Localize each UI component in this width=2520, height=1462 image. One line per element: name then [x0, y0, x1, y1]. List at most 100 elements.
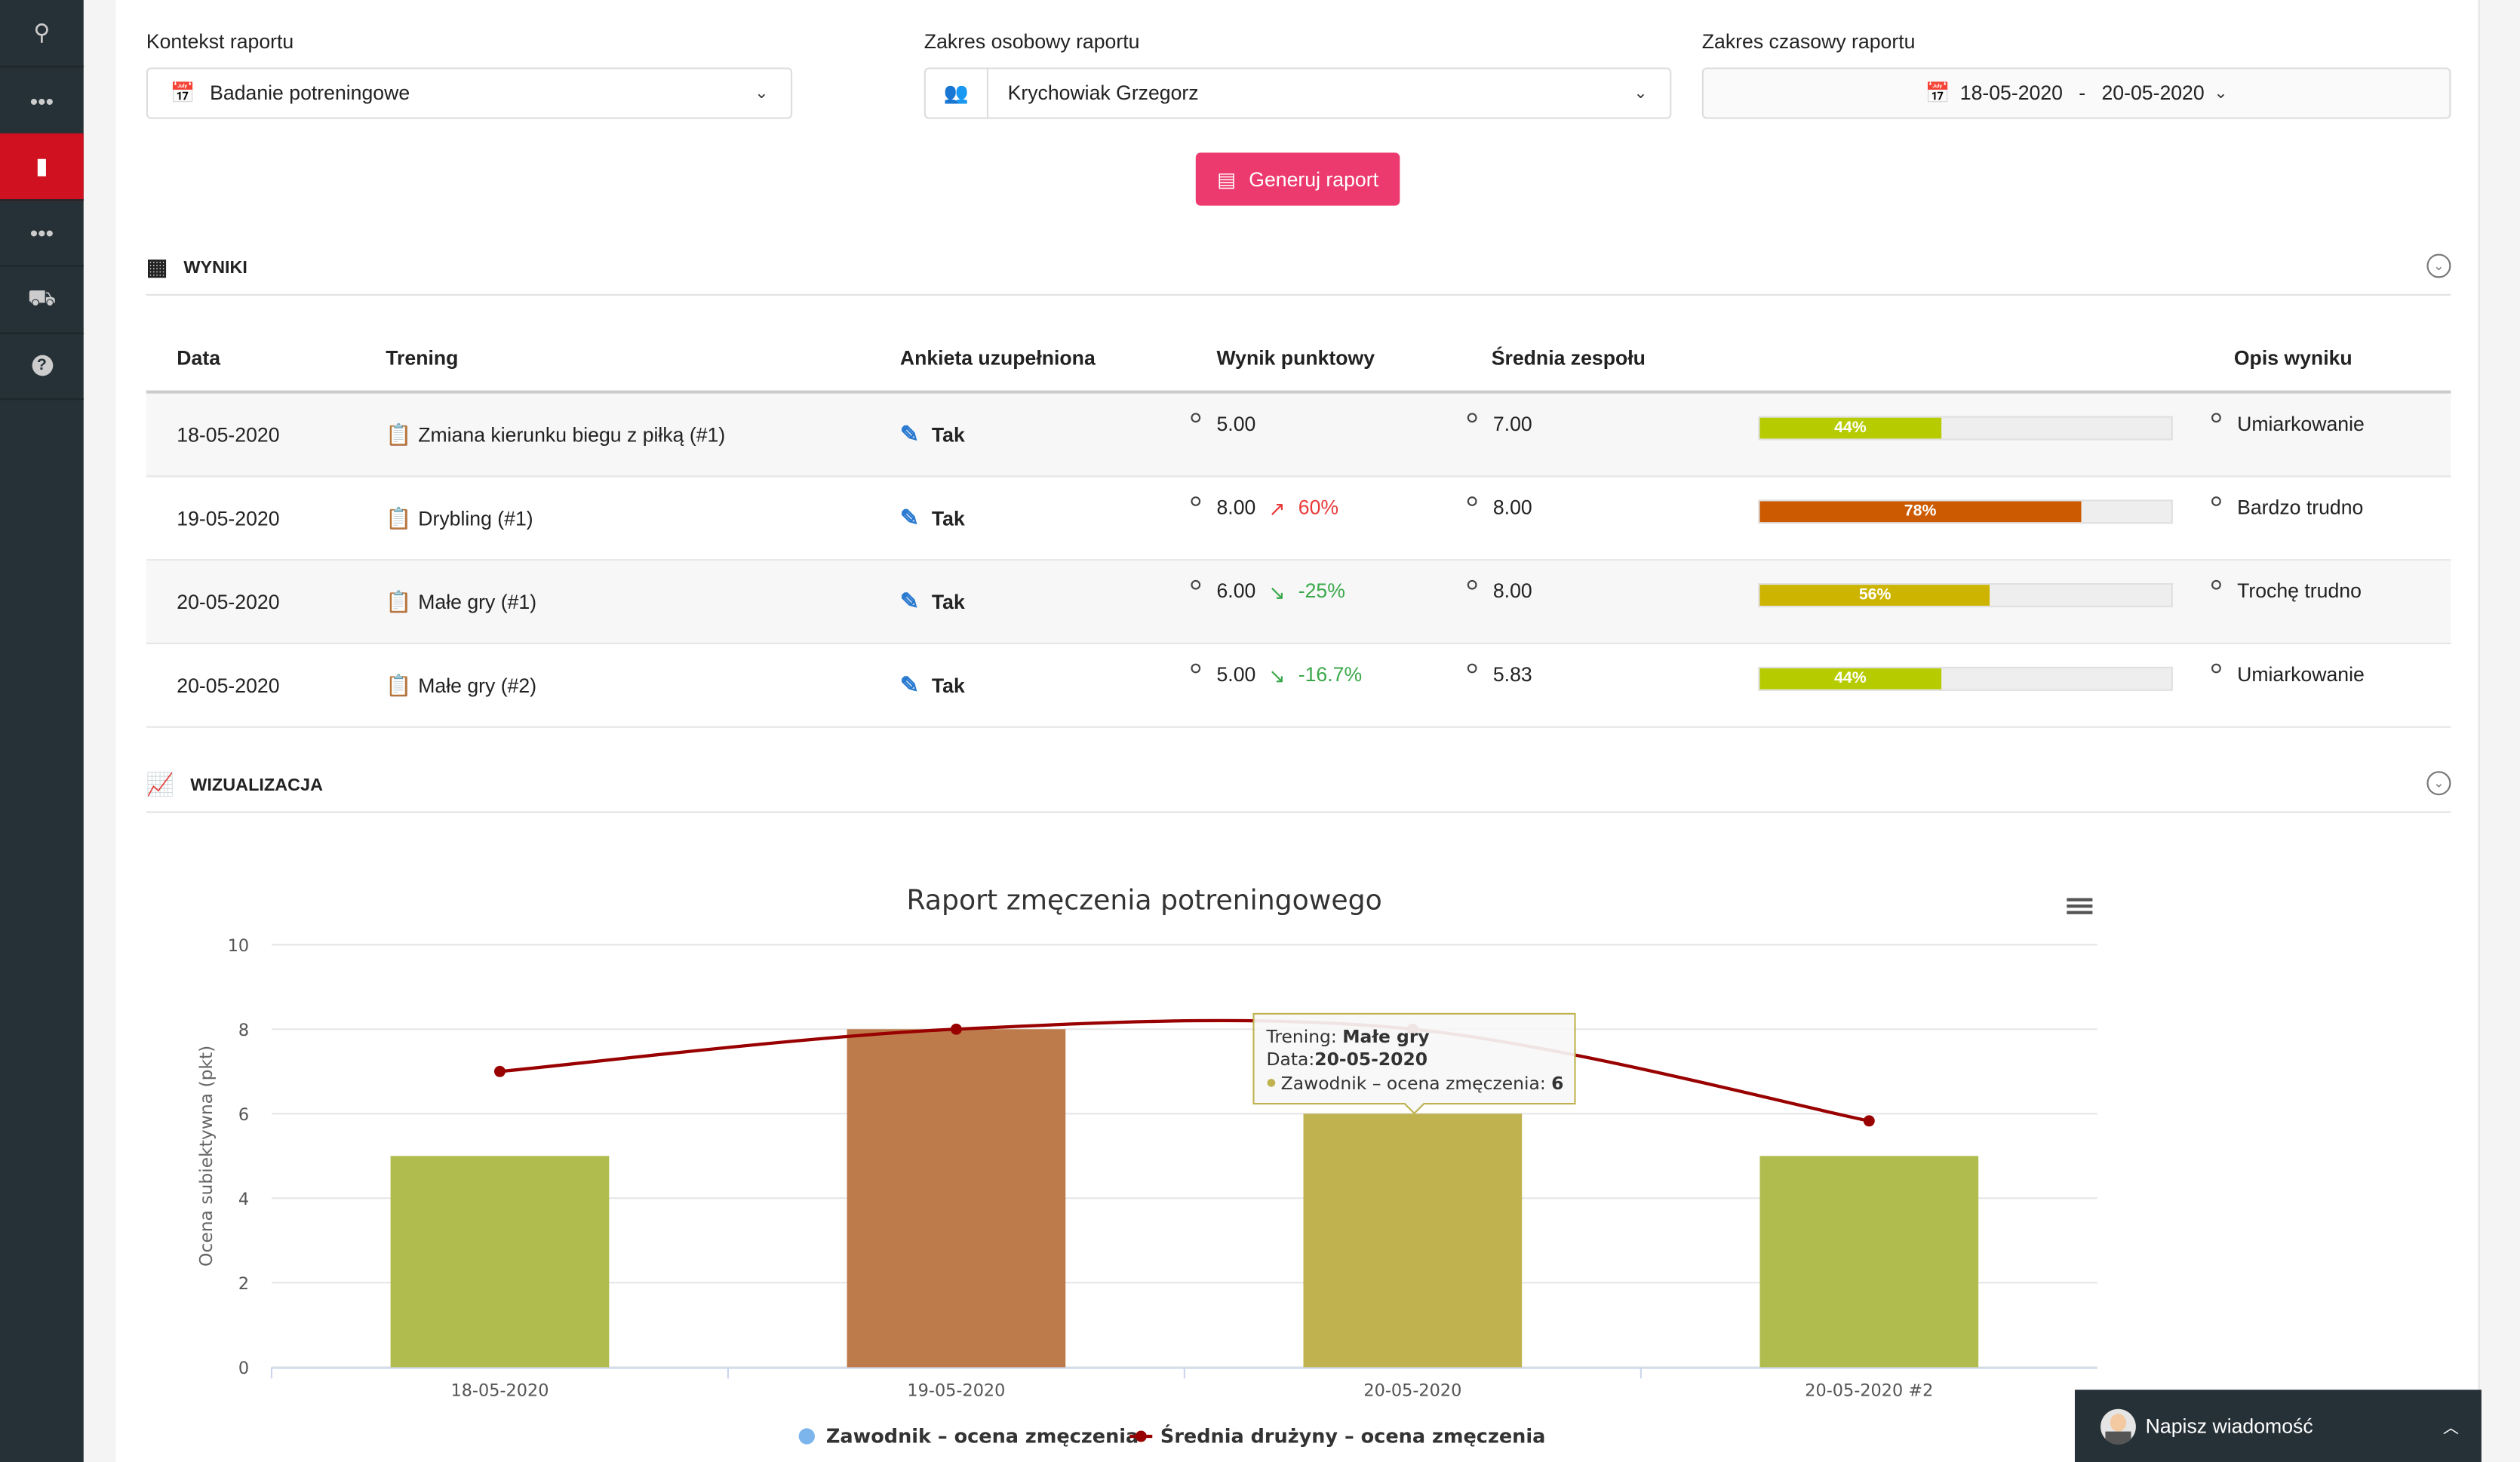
legend-item[interactable]: Średnia drużyny – ocena zmęczenia	[1160, 1424, 1545, 1448]
row-date: 19-05-2020	[177, 506, 280, 530]
collapse-results-icon[interactable]: ⌄	[2426, 253, 2451, 278]
visualization-section-header[interactable]: 📈 WIZUALIZACJA	[146, 771, 323, 798]
training-link[interactable]: 📋 Zmiana kierunku biegu z piłką (#1)	[386, 394, 725, 476]
date-range-picker[interactable]: 📅 18-05-2020 - 20-05-2020 ⌄	[1701, 67, 2451, 119]
line-point[interactable]	[950, 1023, 962, 1035]
col-description: Opis wyniku	[2233, 347, 2353, 370]
col-date: Data	[177, 347, 221, 370]
col-team-avg: Średnia zespołu	[1491, 347, 1646, 370]
scrollbar[interactable]	[2478, 0, 2520, 1462]
help-icon: ?	[31, 355, 53, 376]
bar[interactable]	[390, 1156, 610, 1368]
team-avg-value: 7.00	[1492, 413, 1532, 436]
x-tick-label: 20-05-2020	[1363, 1381, 1461, 1401]
training-name: Małe gry (#1)	[418, 590, 537, 613]
date-to: 20-05-2020	[2101, 81, 2205, 105]
row-date: 18-05-2020	[177, 423, 280, 446]
bar[interactable]	[1303, 1113, 1523, 1368]
menu-icon-line[interactable]	[2067, 898, 2093, 901]
person-label: Zakres osobowy raportu	[923, 30, 1140, 54]
training-name: Zmiana kierunku biegu z piłką (#1)	[418, 423, 726, 446]
line-point[interactable]	[1863, 1115, 1875, 1127]
sidebar-item-armchair[interactable]: ⛟	[0, 267, 84, 334]
progress-fill: 78%	[1759, 501, 2081, 523]
date-from: 18-05-2020	[1959, 81, 2063, 105]
table-icon: ▦	[146, 253, 168, 280]
context-label: Kontekst raportu	[146, 30, 294, 54]
bullet-icon	[1467, 663, 1477, 674]
trend-down-icon: ↘	[1268, 665, 1286, 688]
bullet-icon	[2211, 413, 2221, 423]
avatar	[2101, 1408, 2136, 1444]
tooltip-label: Zawodnik – ocena zmęczenia:	[1281, 1073, 1551, 1094]
progress-bar: 78%	[1758, 499, 2173, 524]
sidebar-item-more[interactable]: •••	[0, 67, 84, 135]
team-avg-cell: 7.00	[1467, 394, 1532, 435]
training-name: Drybling (#1)	[418, 506, 533, 530]
sidebar-item-more-2[interactable]: •••	[0, 199, 84, 267]
survey-link[interactable]: ✎ Tak	[900, 478, 965, 560]
training-link[interactable]: 📋 Małe gry (#2)	[386, 644, 536, 726]
pencil-icon: ✎	[899, 671, 919, 698]
y-tick-label: 2	[238, 1274, 249, 1294]
x-tick-label: 18-05-2020	[450, 1381, 549, 1401]
col-score: Wynik punktowy	[1216, 347, 1375, 370]
book-icon: ▮	[35, 152, 48, 179]
bullet-icon	[1191, 579, 1201, 590]
bar[interactable]	[847, 1029, 1066, 1368]
more-icon: •••	[29, 88, 54, 114]
training-link[interactable]: 📋 Małe gry (#1)	[386, 561, 536, 643]
tooltip-box	[1252, 1012, 1576, 1115]
results-section-header[interactable]: ▦ WYNIKI	[146, 253, 247, 281]
line-chart-icon: 📈	[146, 771, 174, 797]
description-cell: Umiarkowanie	[2211, 394, 2365, 435]
team-avg-cell: 8.00	[1467, 478, 1532, 519]
bullet-icon	[1191, 663, 1201, 674]
calendar-icon: 📅	[1925, 81, 1950, 104]
pencil-icon: ✎	[899, 420, 919, 447]
person-select[interactable]: 👥 Krychowiak Grzegorz ⌄	[923, 67, 1672, 119]
legend-marker	[1135, 1430, 1147, 1442]
sidebar-item-reports[interactable]: ▮	[0, 133, 84, 201]
chat-widget[interactable]: Napisz wiadomość ︿	[2074, 1390, 2482, 1462]
tooltip-line: Trening: Małe gry	[1266, 1026, 1430, 1047]
tooltip-marker	[1267, 1079, 1276, 1087]
progress-fill: 44%	[1759, 417, 1941, 439]
score-cell: 5.00	[1191, 394, 1255, 435]
sidebar-item-team[interactable]: ⚲	[0, 0, 84, 68]
sidebar-item-help[interactable]: ?	[0, 333, 84, 401]
chevron-up-icon: ︿	[2442, 1420, 2460, 1439]
score-cell: 8.00 ↗ 60%	[1191, 478, 1338, 521]
survey-link[interactable]: ✎ Tak	[900, 644, 965, 726]
pencil-icon: ✎	[899, 504, 919, 530]
score-value: 5.00	[1216, 413, 1256, 436]
legend-item[interactable]: Zawodnik – ocena zmęczenia	[826, 1425, 1139, 1448]
bar[interactable]	[1759, 1156, 1979, 1368]
table-row: 20-05-2020 📋 Małe gry (#2) ✎ Tak 5.00 ↘ -16.…	[146, 644, 2451, 728]
calendar-icon: 📅	[170, 81, 195, 104]
generate-report-label: Generuj raport	[1249, 167, 1378, 191]
menu-icon-line[interactable]	[2067, 905, 2093, 908]
collapse-visualization-icon[interactable]: ⌄	[2426, 771, 2451, 796]
tooltip-value: Małe gry	[1342, 1026, 1429, 1047]
clipboard-icon: 📋	[386, 505, 412, 530]
training-name: Małe gry (#2)	[418, 674, 537, 697]
generate-report-button[interactable]: ▤ Generuj raport	[1195, 152, 1400, 206]
row-date: 20-05-2020	[177, 674, 280, 697]
progress-fill: 44%	[1759, 668, 1941, 690]
tooltip-line: Data:20-05-2020	[1267, 1049, 1428, 1070]
progress-bar: 56%	[1758, 583, 2173, 608]
line-point[interactable]	[494, 1065, 506, 1077]
description-value: Bardzo trudno	[2237, 496, 2364, 519]
bullet-icon	[2211, 496, 2221, 506]
score-cell: 5.00 ↘ -16.7%	[1191, 644, 1362, 688]
table-row: 18-05-2020 📋 Zmiana kierunku biegu z piłk…	[146, 393, 2451, 478]
trend-value: -16.7%	[1298, 663, 1363, 686]
survey-status: Tak	[931, 674, 965, 697]
chart-title: Raport zmęczenia potreningowego	[906, 883, 1381, 916]
context-select[interactable]: 📅 Badanie potreningowe ⌄	[146, 67, 793, 119]
survey-link[interactable]: ✎ Tak	[900, 394, 965, 476]
survey-link[interactable]: ✎ Tak	[900, 561, 965, 643]
menu-icon-line[interactable]	[2067, 911, 2093, 914]
training-link[interactable]: 📋 Drybling (#1)	[386, 478, 533, 560]
